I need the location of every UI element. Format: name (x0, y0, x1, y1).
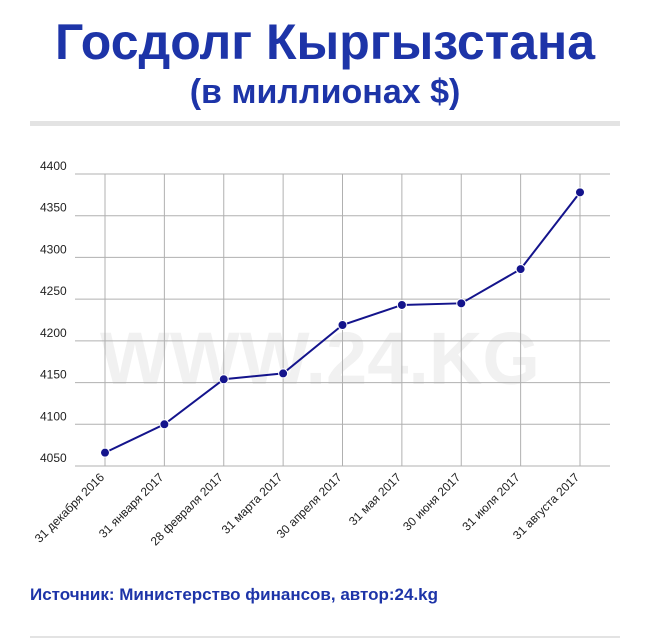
x-tick-label: 31 марта 2017 (219, 470, 286, 537)
y-tick-label: 4400 (40, 159, 67, 173)
data-point (218, 374, 229, 385)
data-point (456, 298, 467, 309)
top-divider (30, 121, 620, 126)
watermark: WWW.24.KG (100, 317, 540, 400)
x-tick-label: 31 июля 2017 (459, 470, 523, 534)
y-axis-ticks: 4050 4100 4150 4200 4250 4300 4350 4400 (40, 159, 67, 465)
series-points (100, 187, 585, 458)
x-tick-label: 31 мая 2017 (346, 470, 404, 528)
data-point (396, 299, 407, 310)
grid-lines (75, 173, 610, 467)
source-note: Источник: Министерство финансов, автор:2… (30, 585, 439, 604)
data-point (337, 320, 348, 331)
y-tick-label: 4300 (40, 242, 67, 256)
chart-title: Госдолг Кыргызстана (54, 14, 596, 70)
bottom-divider (30, 636, 620, 638)
x-tick-label: 31 декабря 2016 (32, 470, 108, 546)
data-point (278, 368, 289, 379)
data-point (515, 264, 526, 275)
y-tick-label: 4250 (40, 284, 67, 298)
chart-subtitle: (в миллионах $) (189, 73, 461, 111)
x-tick-label: 30 июня 2017 (400, 470, 464, 534)
y-tick-label: 4150 (40, 368, 67, 382)
y-tick-label: 4350 (40, 201, 67, 215)
data-point (100, 447, 110, 458)
y-tick-label: 4100 (40, 409, 67, 423)
y-tick-label: 4200 (40, 326, 67, 340)
data-point (575, 187, 585, 198)
y-tick-label: 4050 (40, 451, 67, 465)
data-point (159, 419, 170, 430)
